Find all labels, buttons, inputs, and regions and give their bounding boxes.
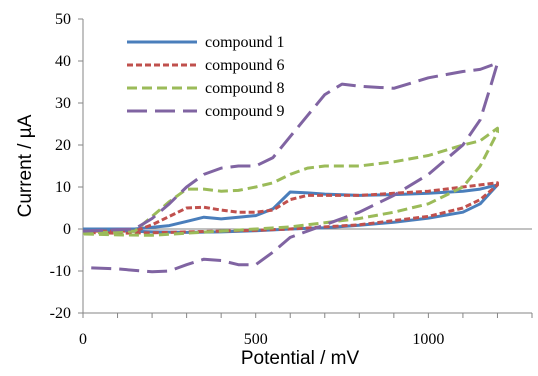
legend: compound 1 compound 6 compound 8 compound 9 [127, 34, 285, 120]
y-tick-label: -20 [50, 305, 71, 322]
series-line-4 [82, 61, 499, 274]
x-axis: 0 500 1000 [79, 313, 533, 348]
y-tick-label: 50 [55, 11, 71, 28]
y-tick-label: 10 [55, 179, 71, 196]
y-axis-label: Current / µA [15, 114, 36, 217]
x-axis-label: Potential / mV [241, 348, 360, 369]
series-line-3 [82, 126, 499, 237]
series-lines [82, 61, 499, 274]
y-tick-label: 0 [63, 221, 71, 238]
y-tick-label: 20 [55, 137, 71, 154]
y-tick-label: -10 [50, 263, 71, 280]
x-tick-label: 500 [244, 331, 268, 348]
series-line-1 [82, 183, 499, 234]
legend-label-2: compound 6 [205, 57, 285, 74]
plot-area [82, 19, 532, 314]
x-tick-label: 0 [79, 331, 87, 348]
series-line-2 [82, 181, 499, 235]
legend-label-4: compound 9 [205, 103, 285, 120]
y-tick-label: 30 [55, 95, 71, 112]
legend-label-1: compound 1 [205, 34, 285, 51]
x-tick-label: 1000 [412, 331, 444, 348]
y-axis: -20 -10 0 10 20 30 40 50 [50, 11, 83, 322]
y-tick-label: 40 [55, 53, 71, 70]
legend-label-3: compound 8 [205, 80, 285, 97]
